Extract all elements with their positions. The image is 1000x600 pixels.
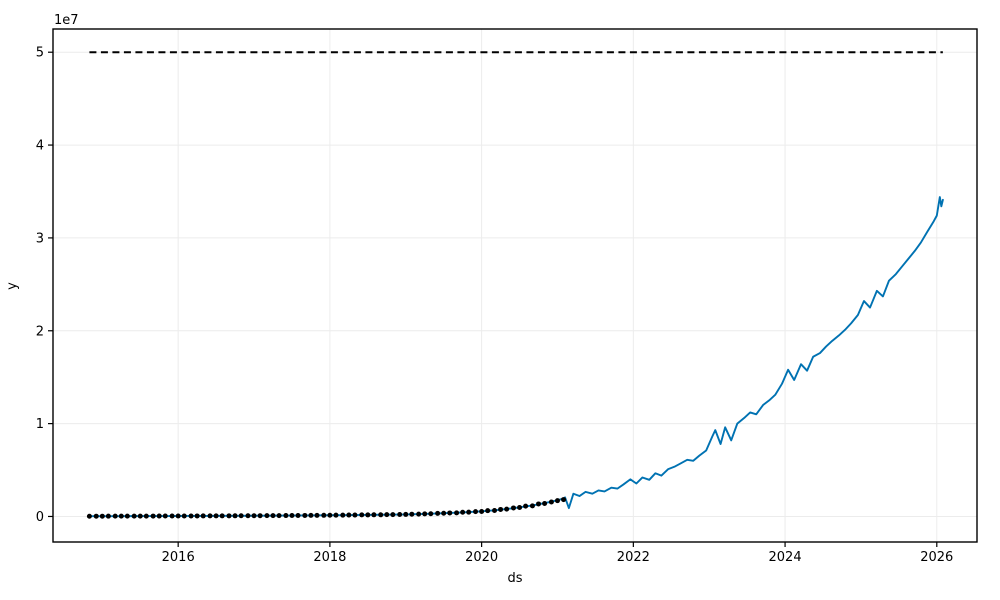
- observation-dot: [517, 505, 523, 511]
- observation-dot: [194, 513, 200, 519]
- ticks-layer: 2016 2018 2020 2022 2024 2026 0 1 2 3 4 5: [36, 46, 954, 565]
- observation-dot: [321, 512, 327, 518]
- observation-dot: [397, 511, 403, 517]
- observation-dot: [270, 513, 276, 519]
- observation-dot: [346, 512, 352, 518]
- observation-dot: [156, 513, 162, 519]
- axes-layer: [52, 28, 978, 543]
- y-axis-offset-label: 1e7: [54, 13, 79, 28]
- observation-dot: [352, 512, 358, 518]
- observation-dot: [181, 513, 187, 519]
- observation-dot: [510, 505, 516, 511]
- observation-dot: [447, 510, 453, 516]
- x-tick-label: 2024: [769, 550, 802, 565]
- observation-dot: [548, 499, 554, 505]
- observation-dot: [276, 513, 282, 519]
- observation-dot: [131, 513, 137, 519]
- observation-dot: [314, 512, 320, 518]
- observation-dot: [390, 512, 396, 518]
- x-tick-label: 2022: [617, 550, 650, 565]
- observation-dot: [498, 506, 504, 512]
- data-layer: [86, 51, 944, 519]
- observation-dot: [207, 513, 213, 519]
- observation-dot: [175, 513, 181, 519]
- observation-dot: [435, 510, 441, 516]
- observation-dot: [536, 501, 542, 507]
- observation-dot: [169, 513, 175, 519]
- observation-dot: [485, 508, 491, 514]
- observation-dot: [295, 512, 301, 518]
- x-tick-label: 2018: [313, 550, 346, 565]
- observation-dot: [428, 511, 434, 517]
- observation-dot: [403, 511, 409, 517]
- observation-dot: [492, 507, 498, 513]
- observation-dot: [523, 503, 529, 509]
- observation-dot: [454, 510, 460, 516]
- observation-dot: [529, 503, 535, 509]
- observation-dot: [283, 513, 289, 519]
- observation-dot: [422, 511, 428, 517]
- observation-dot: [460, 509, 466, 515]
- observation-dot: [365, 512, 371, 518]
- y-axis-label: y: [5, 282, 20, 290]
- y-tick-label: 0: [36, 510, 44, 525]
- observation-dot: [99, 513, 105, 519]
- observation-dot: [264, 513, 270, 519]
- observation-dot: [378, 512, 384, 518]
- observation-dot: [150, 513, 156, 519]
- observation-dot: [226, 513, 232, 519]
- observation-dot: [416, 511, 422, 517]
- axes-spines: [52, 28, 978, 543]
- x-tick-label: 2020: [465, 550, 498, 565]
- observation-dot: [118, 513, 124, 519]
- observation-dot: [333, 512, 339, 518]
- observation-dot: [188, 513, 194, 519]
- y-tick-label: 1: [36, 417, 44, 432]
- observation-dot: [302, 512, 308, 518]
- observation-dot: [245, 513, 251, 519]
- observation-dot: [162, 513, 168, 519]
- observation-dot: [251, 513, 257, 519]
- observation-dot: [112, 513, 118, 519]
- observation-dot: [554, 498, 560, 504]
- y-tick-label: 5: [36, 46, 44, 61]
- observation-dot: [473, 509, 479, 515]
- forecast-line: [88, 196, 944, 518]
- x-tick-label: 2026: [920, 550, 953, 565]
- observation-dot: [200, 513, 206, 519]
- observation-dot: [143, 513, 149, 519]
- observation-dot: [232, 513, 238, 519]
- observation-dot: [308, 512, 314, 518]
- x-axis-label: ds: [507, 571, 522, 586]
- observation-dot: [371, 512, 377, 518]
- observation-dot: [257, 513, 263, 519]
- y-tick-label: 3: [36, 231, 44, 246]
- observation-dot: [384, 512, 390, 518]
- observation-dot: [219, 513, 225, 519]
- observation-dot: [327, 512, 333, 518]
- observation-dot: [238, 513, 244, 519]
- y-tick-label: 4: [36, 139, 44, 154]
- y-tick-label: 2: [36, 324, 44, 339]
- observation-dot: [466, 509, 472, 515]
- observation-dot: [105, 513, 111, 519]
- observation-dot: [93, 513, 99, 519]
- observation-dot: [479, 508, 485, 514]
- observation-dot: [289, 513, 295, 519]
- observation-dot: [124, 513, 130, 519]
- x-tick-label: 2016: [162, 550, 195, 565]
- observation-dot: [340, 512, 346, 518]
- observation-dot: [542, 500, 548, 506]
- observation-dot: [137, 513, 143, 519]
- observation-dot: [213, 513, 219, 519]
- grid-layer: [53, 29, 977, 542]
- observation-dot: [409, 511, 415, 517]
- observation-dot: [561, 497, 567, 503]
- observation-dot: [441, 510, 447, 516]
- observation-dot: [86, 513, 92, 519]
- observation-dot: [504, 506, 510, 512]
- observation-dot: [359, 512, 365, 518]
